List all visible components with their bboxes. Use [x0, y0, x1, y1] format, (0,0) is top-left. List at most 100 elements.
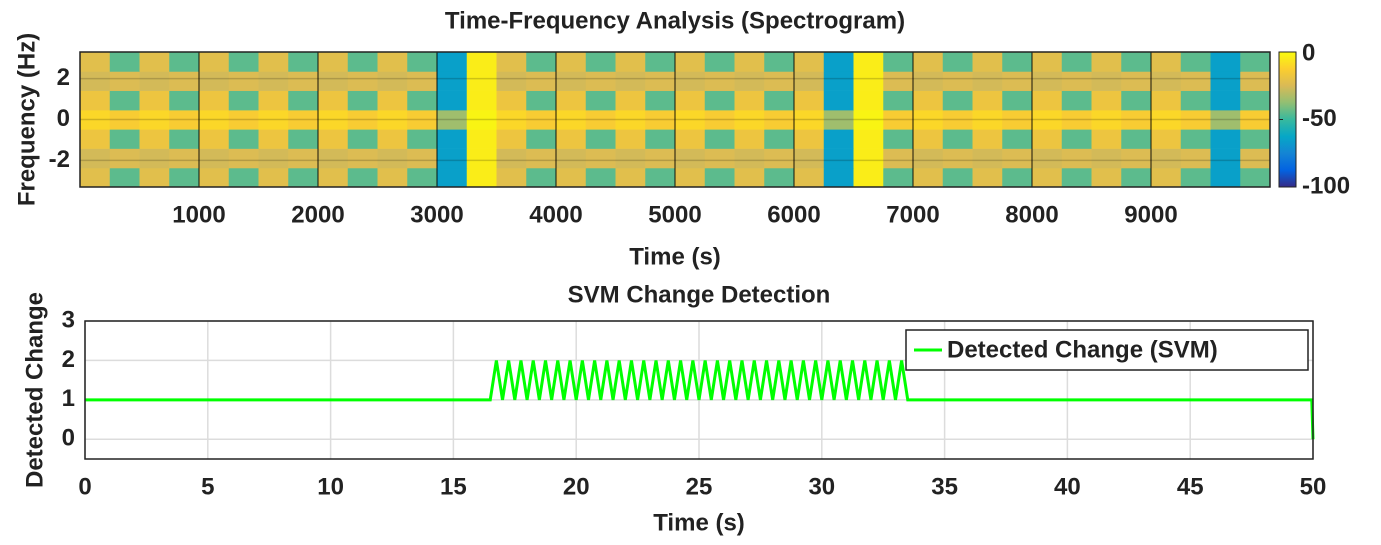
heatmap-cell [1002, 71, 1033, 91]
heatmap-cell [496, 90, 527, 111]
heatmap-cell [1061, 129, 1092, 149]
heatmap-cell [1002, 148, 1033, 169]
heatmap-cell [288, 148, 319, 169]
x-tick-label: 2000 [291, 201, 344, 228]
heatmap-cell [318, 71, 349, 91]
heatmap-cell [228, 148, 259, 169]
x-tick-label: 8000 [1005, 201, 1058, 228]
heatmap-cell [764, 148, 795, 169]
heatmap-cell [318, 148, 349, 169]
heatmap-cell [645, 167, 676, 188]
heatmap-cell [853, 109, 884, 130]
heatmap-cell [883, 167, 914, 188]
heatmap-cell [466, 71, 497, 91]
heatmap-cell [1091, 109, 1122, 130]
heatmap-cell [764, 129, 795, 149]
heatmap-cell [675, 148, 706, 169]
heatmap-cell [1151, 109, 1182, 130]
heatmap-cell [734, 71, 765, 91]
heatmap-cell [228, 109, 259, 130]
heatmap-cell [526, 167, 557, 188]
heatmap-cell [645, 71, 676, 91]
heatmap-cell [1002, 167, 1033, 188]
heatmap-cell [1091, 167, 1122, 188]
heatmap-cell [853, 129, 884, 149]
heatmap-cell [913, 109, 944, 130]
heatmap-cell [526, 71, 557, 91]
heatmap-cell [704, 129, 735, 149]
heatmap-cell [823, 71, 854, 91]
y-axis-label: Detected Change [21, 292, 48, 488]
heatmap-cell [1151, 129, 1182, 149]
heatmap-cell [258, 109, 289, 130]
heatmap-cell [1210, 71, 1241, 91]
heatmap-cell [496, 167, 527, 188]
heatmap-cell [228, 129, 259, 149]
x-tick-label: 40 [1054, 473, 1081, 500]
heatmap-cell [823, 90, 854, 111]
heatmap-cell [794, 167, 825, 188]
heatmap-cell [704, 90, 735, 111]
heatmap-cell [109, 52, 140, 72]
y-tick-label: 0 [62, 425, 75, 452]
heatmap-cell [1240, 129, 1271, 149]
heatmap-cell [764, 109, 795, 130]
heatmap-cell [794, 129, 825, 149]
heatmap-cell [347, 52, 378, 72]
heatmap-cell [615, 71, 646, 91]
axes-box [79, 51, 1271, 188]
heatmap-cell [1151, 71, 1182, 91]
heatmap-cell [734, 109, 765, 130]
heatmap-cell [883, 52, 914, 72]
heatmap-cell [496, 109, 527, 130]
heatmap-cell [675, 167, 706, 188]
heatmap-cell [199, 129, 230, 149]
heatmap-cell [1180, 52, 1211, 72]
heatmap-cell [466, 167, 497, 188]
heatmap-cell [526, 148, 557, 169]
heatmap-cell [823, 52, 854, 72]
heatmap-cell [139, 71, 170, 91]
heatmap-cell [972, 167, 1003, 188]
heatmap-cell [258, 148, 289, 169]
heatmap-cell [466, 90, 497, 111]
heatmap-cell [615, 90, 646, 111]
heatmap-cell [1002, 52, 1033, 72]
heatmap-cell [645, 109, 676, 130]
heatmap-cell [1091, 129, 1122, 149]
heatmap-cell [466, 52, 497, 72]
heatmap-cell [377, 129, 408, 149]
heatmap-cell [1240, 167, 1271, 188]
heatmap-cell [1151, 52, 1182, 72]
heatmap-cell [1032, 148, 1063, 169]
heatmap-cell [318, 129, 349, 149]
heatmap-cell [913, 167, 944, 188]
heatmap-cell [1240, 148, 1271, 169]
heatmap-cell [1121, 90, 1152, 111]
heatmap-cell [139, 52, 170, 72]
heatmap-cell [1121, 167, 1152, 188]
heatmap-cell [526, 129, 557, 149]
heatmap-cell [675, 90, 706, 111]
heatmap-cell [1180, 148, 1211, 169]
heatmap-cell [1180, 71, 1211, 91]
x-tick-label: 25 [686, 473, 713, 500]
heatmap-cell [169, 148, 200, 169]
heatmap-cell [645, 129, 676, 149]
heatmap-cell [853, 52, 884, 72]
heatmap-cell [585, 167, 616, 188]
heatmap-cell [228, 90, 259, 111]
heatmap-cell [169, 52, 200, 72]
heatmap-cell [1180, 167, 1211, 188]
heatmap-cell [228, 167, 259, 188]
heatmap-cell [675, 52, 706, 72]
legend-label: Detected Change (SVM) [947, 336, 1218, 363]
heatmap-cell [466, 148, 497, 169]
heatmap-cell [883, 109, 914, 130]
heatmap-cell [704, 52, 735, 72]
x-tick-label: 6000 [767, 201, 820, 228]
heatmap-cell [347, 90, 378, 111]
heatmap-cell [139, 148, 170, 169]
heatmap-cell [199, 109, 230, 130]
heatmap-cell [1151, 148, 1182, 169]
